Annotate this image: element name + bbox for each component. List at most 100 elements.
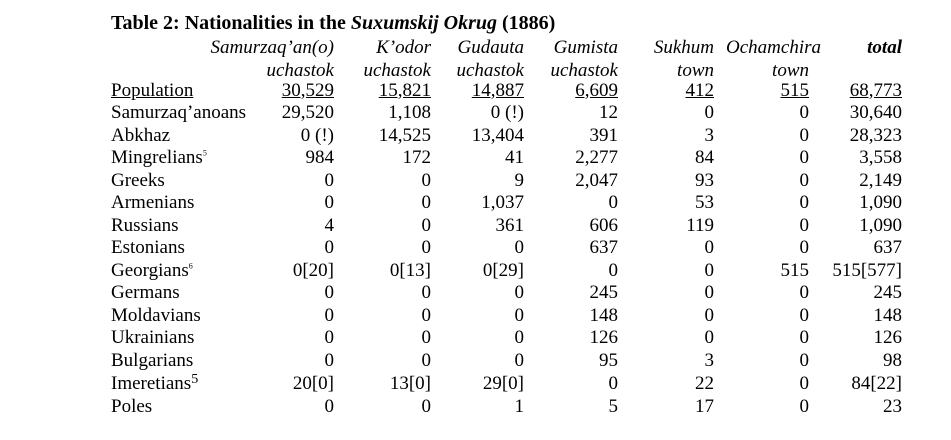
table-row: Population 30,529 15,821 14,887 6,609 412 515 6… bbox=[0, 80, 951, 103]
row-label-text: Estonians bbox=[111, 237, 185, 258]
table-row: Germans 0 0 0 245 0 0 245 bbox=[0, 282, 951, 305]
table-cell: 0[13] bbox=[389, 259, 431, 281]
table-cell: 68,773 bbox=[849, 79, 902, 101]
table-cell: 0 bbox=[799, 304, 810, 326]
table-cell: 606 bbox=[589, 214, 619, 236]
table-cell: 126 bbox=[589, 327, 619, 348]
table-cell: 84 bbox=[695, 147, 714, 168]
table-cell: 637 bbox=[589, 237, 619, 258]
header-total: total bbox=[867, 37, 902, 58]
table-cell: 245 bbox=[873, 282, 903, 303]
table-row: Bulgarians 0 0 0 95 3 0 98 bbox=[0, 350, 951, 373]
row-label: Poles bbox=[111, 396, 152, 419]
title-italic: Suxumskij Okrug bbox=[350, 12, 498, 34]
table-row: Georgians6 0[20] 0[13] 0[29] 0 0 515 515[577] bbox=[0, 260, 951, 283]
table-cell: 0 bbox=[421, 169, 432, 191]
table-cell: 0 bbox=[799, 395, 810, 417]
row-label: Moldavians bbox=[111, 305, 201, 328]
table-cell: 148 bbox=[589, 304, 619, 326]
table-cell: 148 bbox=[873, 304, 903, 326]
table-row: Samurzaq’anoans 29,520 1,108 0 (!) 12 0 0 30,64… bbox=[0, 102, 951, 125]
table-row: Estonians 0 0 0 637 0 0 637 bbox=[0, 237, 951, 260]
table-cell: 0 bbox=[514, 282, 525, 303]
table-cell: 0 bbox=[799, 282, 810, 303]
table-cell: 4 bbox=[324, 214, 335, 236]
row-label: Germans bbox=[111, 282, 180, 305]
header-sub-sukhum: town bbox=[677, 60, 714, 81]
header-sukhum: Sukhum bbox=[653, 37, 714, 58]
table-cell: 0 bbox=[704, 282, 715, 303]
title-suffix: (1886) bbox=[497, 12, 556, 34]
footnote-marker: 5 bbox=[202, 148, 207, 158]
row-label-text: Imeretians bbox=[111, 373, 192, 394]
header-sub-samurzaqan: uchastok bbox=[266, 60, 334, 81]
table-cell: 0 bbox=[324, 237, 335, 258]
table-row: Moldavians 0 0 0 148 0 0 148 bbox=[0, 305, 951, 328]
row-label: Abkhaz bbox=[111, 125, 170, 148]
table-cell: 0 bbox=[799, 169, 810, 191]
header-gudauta: Gudauta bbox=[457, 37, 525, 58]
table-cell: 0 bbox=[514, 237, 525, 258]
table-cell: 30,529 bbox=[281, 79, 334, 101]
table-cell: 0 bbox=[704, 259, 715, 281]
table-cell: 3 bbox=[704, 349, 715, 371]
table-cell: 361 bbox=[495, 214, 525, 236]
table-cell: 6,609 bbox=[575, 79, 618, 101]
table-cell: 0 bbox=[799, 373, 810, 394]
row-label-text: Abkhaz bbox=[111, 124, 171, 146]
table-cell: 0 bbox=[799, 192, 810, 213]
row-label: Bulgarians bbox=[111, 350, 193, 373]
table-cell: 22 bbox=[695, 373, 714, 394]
title-prefix: Table 2: Nationalities in the bbox=[111, 12, 351, 34]
table-cell: 0 bbox=[421, 349, 432, 371]
row-label: Population bbox=[111, 80, 193, 103]
table-cell: 515 bbox=[780, 259, 810, 281]
table-cell: 0 bbox=[421, 395, 432, 417]
table-cell: 0 bbox=[421, 237, 432, 258]
table-cell: 30,640 bbox=[849, 102, 902, 123]
row-label: Estonians bbox=[111, 237, 185, 260]
table-cell: 0[29] bbox=[482, 259, 524, 281]
table-cell: 0 (!) bbox=[300, 124, 334, 146]
table-cell: 412 bbox=[685, 79, 715, 101]
table-cell: 41 bbox=[505, 147, 524, 168]
table-row: Greeks 0 0 9 2,047 93 0 2,149 bbox=[0, 170, 951, 193]
table-cell: 53 bbox=[695, 192, 714, 213]
table-cell: 93 bbox=[695, 169, 714, 191]
row-label-text: Samurzaq’anoans bbox=[111, 102, 247, 123]
table-row: Abkhaz 0 (!) 14,525 13,404 391 3 0 28,323 bbox=[0, 125, 951, 148]
row-label: Armenians bbox=[111, 192, 194, 215]
table-cell: 3,558 bbox=[859, 147, 902, 168]
row-label-text: Russians bbox=[111, 214, 179, 236]
table-cell: 12 bbox=[599, 102, 618, 123]
row-label-text: Germans bbox=[111, 282, 180, 303]
table-row: Imeretians5 20[0] 13[0] 29[0] 0 22 0 84[22] bbox=[0, 373, 951, 396]
table-cell: 14,887 bbox=[471, 79, 524, 101]
table-cell: 0 bbox=[514, 304, 525, 326]
row-label-text: Moldavians bbox=[111, 304, 201, 326]
table-cell: 13,404 bbox=[471, 124, 524, 146]
table-cell: 0[20] bbox=[292, 259, 334, 281]
table-cell: 0 bbox=[799, 214, 810, 236]
row-label: Mingrelians5 bbox=[111, 147, 207, 170]
table-cell: 3 bbox=[704, 124, 715, 146]
footnote-marker: 5 bbox=[191, 372, 199, 387]
table-cell: 0 bbox=[324, 282, 335, 303]
header-sub-ochamchira: town bbox=[772, 60, 809, 81]
table-cell: 0 bbox=[799, 237, 810, 258]
table-cell: 0 bbox=[421, 282, 432, 303]
table-cell: 0 bbox=[799, 147, 810, 168]
table-cell: 637 bbox=[873, 237, 903, 258]
table-cell: 0 bbox=[704, 304, 715, 326]
table-row: Poles 0 0 1 5 17 0 23 bbox=[0, 396, 951, 419]
row-label: Russians bbox=[111, 215, 179, 238]
row-label-text: Poles bbox=[111, 395, 153, 417]
table-cell: 17 bbox=[695, 395, 714, 417]
table-cell: 0 bbox=[421, 192, 432, 213]
table-cell: 0 bbox=[799, 124, 810, 146]
table-cell: 2,149 bbox=[859, 169, 902, 191]
table-cell: 0 bbox=[799, 102, 810, 123]
row-label-text: Ukrainians bbox=[111, 327, 195, 348]
table-cell: 0 bbox=[421, 214, 432, 236]
table-cell: 0 bbox=[324, 395, 335, 417]
